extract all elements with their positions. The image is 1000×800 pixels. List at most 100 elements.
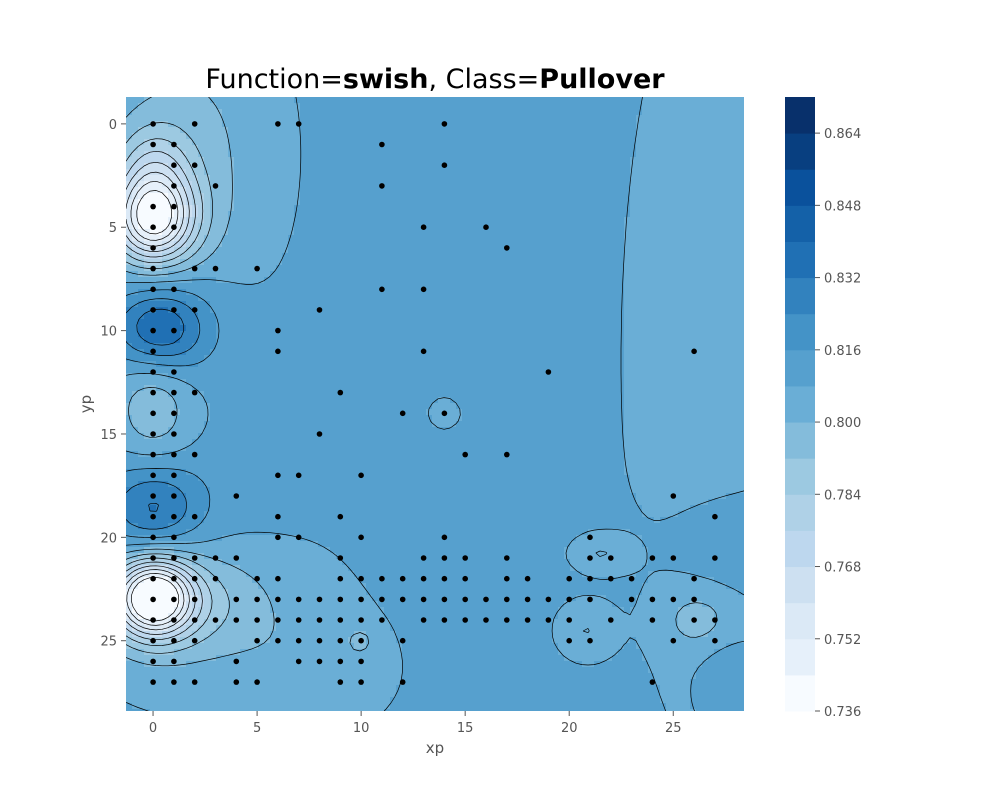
contour-cell bbox=[126, 709, 151, 711]
contour-cell bbox=[636, 493, 727, 500]
contour-cell bbox=[126, 175, 133, 182]
data-point bbox=[441, 410, 448, 417]
contour-line bbox=[126, 122, 230, 654]
data-point bbox=[691, 575, 697, 582]
contour-cell bbox=[222, 109, 301, 116]
contour-cell bbox=[126, 445, 187, 452]
data-point bbox=[191, 637, 198, 644]
contour-cell bbox=[186, 193, 193, 200]
title-class-label: Class= bbox=[446, 64, 540, 95]
contour-cell bbox=[624, 457, 744, 464]
contour-cell bbox=[192, 613, 199, 620]
contour-cell bbox=[612, 655, 643, 662]
data-point bbox=[483, 224, 489, 230]
contour-cell bbox=[186, 583, 193, 590]
data-point bbox=[316, 596, 323, 603]
contour-cell bbox=[204, 205, 211, 212]
contour-cell bbox=[348, 565, 571, 572]
data-point bbox=[462, 451, 469, 458]
contour-cell bbox=[162, 247, 175, 254]
contour-cell bbox=[126, 211, 133, 218]
data-point bbox=[191, 451, 198, 458]
contour-cell bbox=[204, 391, 625, 398]
colorbar-band bbox=[785, 241, 815, 279]
contour-cell bbox=[300, 121, 637, 128]
data-point bbox=[524, 596, 531, 603]
data-point bbox=[566, 596, 572, 603]
data-point bbox=[275, 348, 281, 355]
contour-cell bbox=[174, 223, 181, 230]
data-point bbox=[587, 637, 593, 644]
contour-cell bbox=[132, 607, 175, 614]
contour-cell bbox=[624, 415, 744, 422]
contour-cell bbox=[264, 589, 367, 596]
data-point bbox=[399, 410, 406, 417]
data-point bbox=[275, 121, 281, 127]
contour-cell bbox=[228, 223, 295, 230]
contour-cell bbox=[396, 631, 553, 638]
contour-cell bbox=[624, 343, 744, 350]
colorbar-band bbox=[785, 169, 815, 206]
contour-cell bbox=[300, 181, 631, 188]
contour-cell bbox=[138, 127, 181, 134]
contour-cell bbox=[396, 685, 661, 692]
contour-cell bbox=[126, 163, 133, 170]
contour-cell bbox=[192, 199, 205, 206]
contour-cell bbox=[180, 625, 187, 632]
contour-cell bbox=[222, 583, 259, 590]
contour-cell bbox=[126, 589, 133, 596]
contour-cell bbox=[624, 427, 744, 434]
contour-cell bbox=[174, 193, 181, 200]
contour-cell bbox=[294, 223, 625, 230]
data-point bbox=[420, 596, 427, 603]
contour-cell bbox=[174, 547, 331, 554]
contour-cell bbox=[300, 139, 637, 146]
colorbar-ticks: 0.736 0.752 0.768 0.784 0.800 0.816 0.832 0.848… bbox=[815, 127, 861, 720]
contour-cell bbox=[234, 193, 301, 200]
contour-cell bbox=[192, 229, 199, 236]
contour-cell bbox=[144, 577, 169, 584]
contour-cell bbox=[126, 565, 133, 572]
contour-cell bbox=[624, 277, 744, 284]
contour-cell bbox=[624, 373, 744, 380]
contour-cell bbox=[180, 175, 187, 182]
contour-cell bbox=[126, 109, 133, 116]
data-point bbox=[337, 679, 344, 685]
contour-cell bbox=[180, 577, 187, 584]
contour-cell bbox=[132, 397, 175, 404]
contour-cell bbox=[648, 571, 691, 578]
contour-cell bbox=[636, 571, 649, 578]
data-point bbox=[191, 596, 198, 603]
contour-cell bbox=[198, 607, 211, 614]
data-point bbox=[254, 679, 260, 685]
contour-cell bbox=[144, 619, 169, 626]
contour-cell bbox=[228, 601, 271, 608]
colorbar-band bbox=[785, 674, 815, 712]
contour-line bbox=[136, 308, 185, 512]
contour-cell bbox=[138, 325, 187, 332]
contour-cell bbox=[228, 151, 301, 158]
contour-cell bbox=[216, 625, 277, 632]
contour-cell bbox=[234, 163, 301, 170]
contour-cell bbox=[162, 451, 625, 458]
data-point bbox=[191, 513, 198, 520]
data-point bbox=[628, 596, 635, 603]
contour-cell bbox=[198, 295, 625, 302]
contour-cell bbox=[132, 631, 151, 638]
contour-cell bbox=[234, 205, 295, 212]
contour-cell bbox=[126, 205, 133, 212]
contour-cell bbox=[126, 703, 133, 710]
contour-cell bbox=[198, 595, 205, 602]
contour-cell bbox=[624, 241, 744, 248]
contour-cell bbox=[132, 565, 145, 572]
contour-cell bbox=[438, 397, 451, 404]
contour-cell bbox=[210, 217, 229, 224]
contour-cell bbox=[690, 505, 744, 512]
contour-cell bbox=[138, 181, 145, 188]
contour-cell bbox=[198, 613, 211, 620]
contour-cell bbox=[648, 667, 697, 674]
data-point bbox=[462, 596, 469, 603]
contour-cell bbox=[198, 325, 217, 332]
data-point bbox=[441, 555, 448, 561]
